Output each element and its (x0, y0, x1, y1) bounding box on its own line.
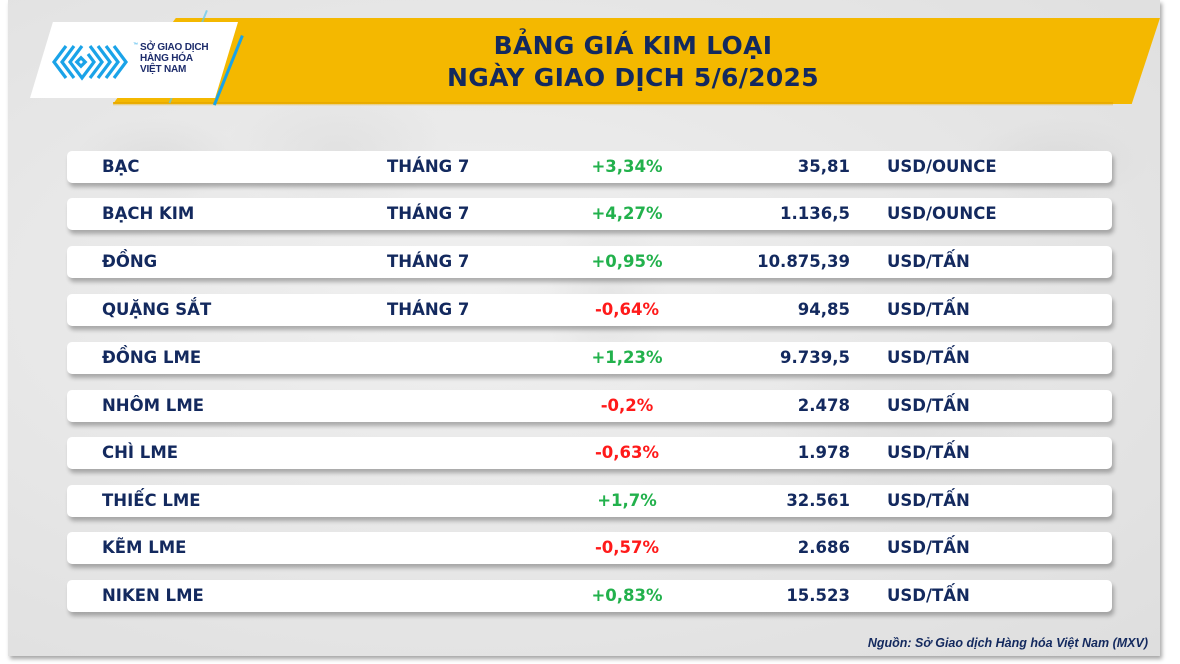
metal-name: NHÔM LME (102, 396, 205, 415)
price: 10.875,39 (757, 252, 850, 271)
metal-name: KẼM LME (102, 538, 187, 557)
price: 1.136,5 (780, 204, 850, 223)
table-row: BẠCH KIM THÁNG 7 +4,27% 1.136,5 USD/OUNC… (67, 198, 1112, 230)
table-row: QUẶNG SẮT THÁNG 7 -0,64% 94,85 USD/TẤN (67, 294, 1112, 326)
table-row: ĐỒNG THÁNG 7 +0,95% 10.875,39 USD/TẤN (67, 246, 1112, 278)
table-row: KẼM LME -0,57% 2.686 USD/TẤN (67, 532, 1112, 564)
logo-line: HÀNG HÓA (140, 53, 193, 64)
title-banner (113, 18, 1160, 104)
change-percent: +0,95% (591, 252, 663, 271)
price: 1.978 (797, 443, 850, 462)
unit: USD/TẤN (887, 252, 970, 271)
mxv-logo-icon (52, 45, 128, 81)
price: 15.523 (786, 586, 850, 605)
contract-month: THÁNG 7 (387, 157, 470, 176)
unit: USD/OUNCE (887, 204, 997, 223)
unit: USD/TẤN (887, 443, 970, 462)
trademark: ™ (133, 42, 138, 48)
logo-line: VIỆT NAM (140, 64, 187, 75)
metal-name: ĐỒNG LME (102, 348, 202, 367)
unit: USD/TẤN (887, 396, 970, 415)
change-percent: +1,23% (591, 348, 663, 367)
metal-name: BẠC (102, 157, 140, 176)
price: 35,81 (797, 157, 850, 176)
metal-name: THIẾC LME (102, 491, 201, 510)
metal-name: BẠCH KIM (102, 204, 195, 223)
metal-name: CHÌ LME (102, 443, 179, 462)
contract-month: THÁNG 7 (387, 300, 470, 319)
source-note: Nguồn: Sở Giao dịch Hàng hóa Việt Nam (M… (867, 636, 1148, 650)
table-row: CHÌ LME -0,63% 1.978 USD/TẤN (67, 437, 1112, 469)
unit: USD/TẤN (887, 348, 970, 367)
price-board: ™ SỞ GIAO DỊCH HÀNG HÓA VIỆT NAM BẢNG GI… (8, 0, 1160, 656)
price: 2.686 (797, 538, 850, 557)
metal-name: QUẶNG SẮT (102, 300, 212, 319)
logo-text: SỞ GIAO DỊCH HÀNG HÓA VIỆT NAM (140, 42, 209, 75)
change-percent: -0,63% (594, 443, 660, 462)
unit: USD/TẤN (887, 586, 970, 605)
change-percent: -0,2% (600, 396, 654, 415)
unit: USD/TẤN (887, 491, 970, 510)
change-percent: +4,27% (591, 204, 663, 223)
table-row: NHÔM LME -0,2% 2.478 USD/TẤN (67, 390, 1112, 422)
contract-month: THÁNG 7 (387, 252, 470, 271)
change-percent: +3,34% (591, 157, 663, 176)
page-title: BẢNG GIÁ KIM LOẠI NGÀY GIAO DỊCH 5/6/202… (398, 30, 868, 94)
logo: ™ SỞ GIAO DỊCH HÀNG HÓA VIỆT NAM (30, 22, 238, 98)
unit: USD/OUNCE (887, 157, 997, 176)
table-row: ĐỒNG LME +1,23% 9.739,5 USD/TẤN (67, 342, 1112, 374)
price: 94,85 (797, 300, 850, 319)
metal-name: ĐỒNG (102, 252, 158, 271)
banner-shadow (113, 102, 1113, 106)
title-line-1: BẢNG GIÁ KIM LOẠI (493, 31, 773, 60)
change-percent: +1,7% (597, 491, 657, 510)
contract-month: THÁNG 7 (387, 204, 470, 223)
change-percent: -0,57% (594, 538, 660, 557)
logo-line: SỞ GIAO DỊCH (140, 42, 209, 53)
change-percent: +0,83% (591, 586, 663, 605)
table-row: BẠC THÁNG 7 +3,34% 35,81 USD/OUNCE (67, 151, 1112, 183)
price: 9.739,5 (780, 348, 850, 367)
unit: USD/TẤN (887, 538, 970, 557)
change-percent: -0,64% (594, 300, 660, 319)
table-row: NIKEN LME +0,83% 15.523 USD/TẤN (67, 580, 1112, 612)
price: 2.478 (797, 396, 850, 415)
title-line-2: NGÀY GIAO DỊCH 5/6/2025 (447, 63, 819, 92)
table-row: THIẾC LME +1,7% 32.561 USD/TẤN (67, 485, 1112, 517)
metal-name: NIKEN LME (102, 586, 204, 605)
unit: USD/TẤN (887, 300, 970, 319)
price: 32.561 (786, 491, 850, 510)
